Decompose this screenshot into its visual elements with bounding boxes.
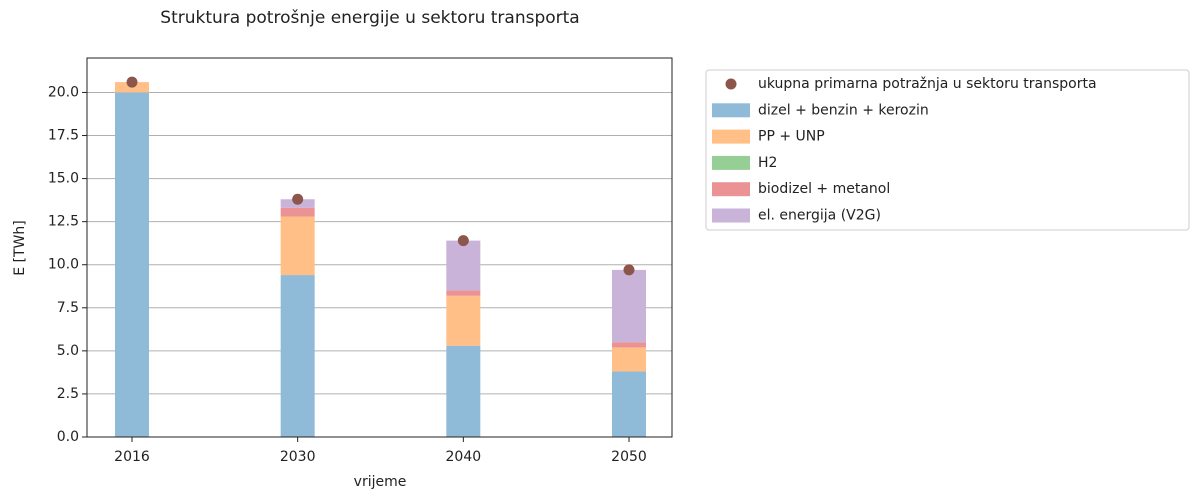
bar-segment bbox=[446, 295, 481, 346]
bar-segment bbox=[446, 240, 481, 291]
legend-swatch bbox=[712, 103, 750, 118]
legend-label: el. energija (V2G) bbox=[758, 208, 881, 224]
y-tick-label: 7.5 bbox=[57, 300, 79, 316]
bar-segment bbox=[280, 207, 315, 217]
legend-label: ukupna primarna potražnja u sektoru tran… bbox=[758, 76, 1097, 92]
x-tick-label: 2040 bbox=[446, 449, 482, 465]
legend-swatch bbox=[712, 182, 750, 197]
bar-segment bbox=[280, 216, 315, 276]
total-marker bbox=[292, 193, 304, 205]
y-tick-label: 2.5 bbox=[57, 386, 79, 402]
y-tick-label: 17.5 bbox=[48, 128, 79, 144]
total-marker bbox=[457, 235, 469, 247]
x-tick-label: 2030 bbox=[280, 449, 316, 465]
total-marker bbox=[126, 76, 138, 88]
bar-segment bbox=[446, 345, 481, 437]
bar-segment bbox=[612, 342, 646, 348]
bar-segment bbox=[612, 269, 646, 343]
legend-label: dizel + benzin + kerozin bbox=[758, 102, 929, 118]
legend-marker bbox=[725, 78, 737, 90]
y-tick-label: 10.0 bbox=[48, 257, 79, 273]
x-tick-label: 2016 bbox=[114, 449, 150, 465]
legend-swatch bbox=[712, 129, 750, 144]
y-tick-label: 15.0 bbox=[48, 171, 79, 187]
bar-segment bbox=[612, 371, 646, 437]
legend-label: H2 bbox=[758, 155, 777, 171]
bar-segment bbox=[612, 347, 646, 372]
plot-frame bbox=[86, 57, 673, 438]
bar-segment bbox=[446, 290, 481, 296]
legend-box bbox=[705, 69, 1190, 231]
x-tick-label: 2050 bbox=[611, 449, 647, 465]
y-tick-label: 20.0 bbox=[48, 84, 79, 100]
y-axis-label: E [TWh] bbox=[12, 220, 28, 276]
y-tick-label: 12.5 bbox=[48, 214, 79, 230]
x-axis-label: vrijeme bbox=[354, 474, 407, 490]
legend-label: PP + UNP bbox=[758, 129, 825, 145]
y-tick-label: 0.0 bbox=[57, 429, 79, 445]
legend-label: biodizel + metanol bbox=[758, 181, 890, 197]
total-marker bbox=[623, 264, 635, 276]
chart-title: Struktura potrošnje energije u sektoru t… bbox=[160, 8, 579, 28]
legend-swatch bbox=[712, 208, 750, 223]
y-tick-label: 5.0 bbox=[57, 343, 79, 359]
bar-segment bbox=[115, 92, 149, 438]
legend-swatch bbox=[712, 155, 750, 170]
bar-segment bbox=[280, 275, 315, 437]
